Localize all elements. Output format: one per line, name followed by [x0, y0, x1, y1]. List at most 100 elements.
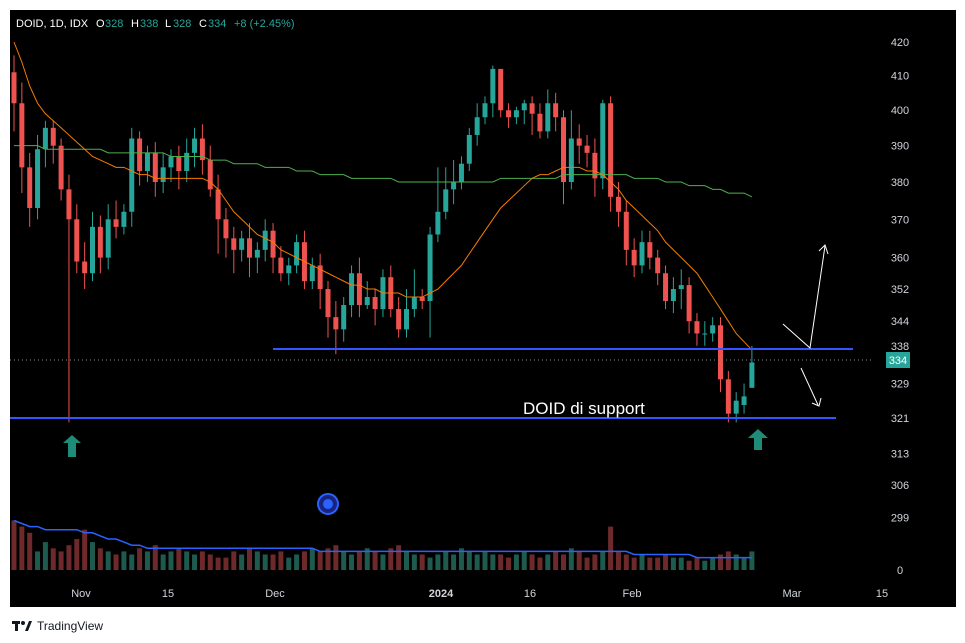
- candle-body: [137, 138, 143, 171]
- volume-bar: [176, 548, 182, 570]
- candle-body: [451, 181, 457, 190]
- candle-body: [396, 309, 402, 330]
- last-price-badge: 334: [886, 352, 910, 368]
- volume-bar: [50, 548, 56, 570]
- support-annotation: DOID di support: [523, 399, 645, 418]
- price-tick-label: 306: [891, 480, 909, 492]
- volume-bar: [380, 554, 386, 570]
- low-value: 328: [173, 18, 191, 30]
- candle-body: [521, 103, 527, 111]
- candle-body: [458, 163, 464, 182]
- volume-bar: [404, 551, 409, 570]
- candle-body: [254, 249, 260, 258]
- candle-body: [710, 325, 716, 334]
- volume-bar: [349, 554, 355, 570]
- volume-bar: [184, 551, 190, 570]
- bullish-arrow-path: [782, 245, 826, 349]
- candle-body: [192, 138, 198, 153]
- volume-bar: [443, 551, 449, 570]
- volume-bar: [356, 551, 362, 570]
- price-tick-label: 360: [891, 253, 909, 265]
- candle-body: [129, 138, 135, 212]
- bearish-arrow-head: [811, 397, 822, 407]
- open-label: O: [96, 18, 105, 30]
- candle-body: [278, 257, 284, 274]
- candle-body: [247, 238, 252, 258]
- candle-body: [427, 234, 433, 302]
- time-axis[interactable]: Nov 15 Dec 2024 16 Feb Mar 15: [71, 588, 888, 600]
- volume-bar: [388, 548, 394, 570]
- volume-bar: [474, 554, 480, 570]
- change-value: +8 (+2.45%): [234, 18, 295, 30]
- price-tick-label: 410: [891, 71, 909, 83]
- volume-bar: [42, 542, 48, 570]
- time-tick-label: 15: [162, 588, 174, 600]
- price-axis[interactable]: 420 410 400 390 380 370 360 352 344 338 329 321 313 3…: [891, 37, 909, 577]
- candle-body: [490, 68, 496, 104]
- volume-bar: [561, 554, 566, 570]
- candle-body: [741, 396, 747, 405]
- candle-body: [160, 167, 166, 182]
- volume-bar: [608, 526, 614, 570]
- candle-body: [239, 238, 245, 250]
- candle-body: [152, 152, 158, 182]
- time-tick-label: 15: [876, 588, 888, 600]
- candle-body: [207, 160, 213, 190]
- volume-bar: [545, 554, 551, 570]
- circle-event-icon[interactable]: [317, 493, 339, 515]
- volume-bar: [663, 554, 669, 570]
- candle-body: [545, 103, 551, 132]
- volume-bar: [168, 551, 174, 570]
- candle-body: [678, 285, 684, 290]
- candle-body: [663, 273, 669, 302]
- volume-bar: [568, 548, 574, 570]
- candle-body: [27, 167, 33, 208]
- arrow-up-icon: [748, 429, 768, 450]
- price-tick-label: 400: [891, 105, 909, 117]
- volume-bar: [427, 557, 433, 570]
- volume-bar: [647, 557, 653, 570]
- candle-body: [443, 189, 449, 212]
- close-value: 334: [208, 18, 226, 30]
- volume-bar: [294, 554, 300, 570]
- candle-body: [553, 103, 559, 118]
- candles-layer: [11, 55, 755, 423]
- candle-body: [333, 317, 339, 330]
- candle-body: [584, 145, 590, 153]
- volume-bar: [270, 554, 276, 570]
- candlestick-chart[interactable]: DOID di support 420 410 400 390 380 370 360 352…: [10, 10, 956, 607]
- candle-body: [615, 196, 621, 212]
- volume-bar: [82, 529, 88, 570]
- volume-bar: [458, 548, 464, 570]
- candle-body: [506, 110, 512, 118]
- open-value: 328: [105, 18, 123, 30]
- volume-bar: [160, 554, 166, 570]
- candle-body: [90, 226, 95, 274]
- volume-bar: [333, 545, 339, 570]
- volume-bar: [631, 557, 637, 570]
- volume-bar: [231, 551, 237, 570]
- candle-body: [600, 103, 606, 179]
- candle-body: [121, 211, 127, 227]
- ma-slow-line: [14, 145, 753, 198]
- candle-body: [223, 219, 229, 239]
- volume-bar: [718, 554, 723, 570]
- candle-body: [286, 265, 292, 274]
- time-tick-label: Nov: [71, 588, 91, 600]
- price-tick-label: 380: [891, 177, 909, 189]
- candle-body: [58, 145, 64, 190]
- price-tick-label: 299: [891, 512, 909, 524]
- volume-bar: [192, 554, 198, 570]
- volume-bar: [576, 551, 582, 570]
- volume-bar: [301, 551, 307, 570]
- candle-body: [608, 103, 614, 197]
- price-tick-label: 390: [891, 141, 909, 153]
- volume-bar: [725, 551, 731, 570]
- volume-bar: [105, 551, 111, 570]
- chart-panel[interactable]: DOID di support 420 410 400 390 380 370 360 352…: [10, 10, 956, 607]
- candle-body: [537, 113, 543, 132]
- price-tick-label: 338: [891, 341, 909, 353]
- candle-body: [82, 261, 88, 274]
- volume-bar: [506, 557, 512, 570]
- candle-body: [270, 230, 276, 258]
